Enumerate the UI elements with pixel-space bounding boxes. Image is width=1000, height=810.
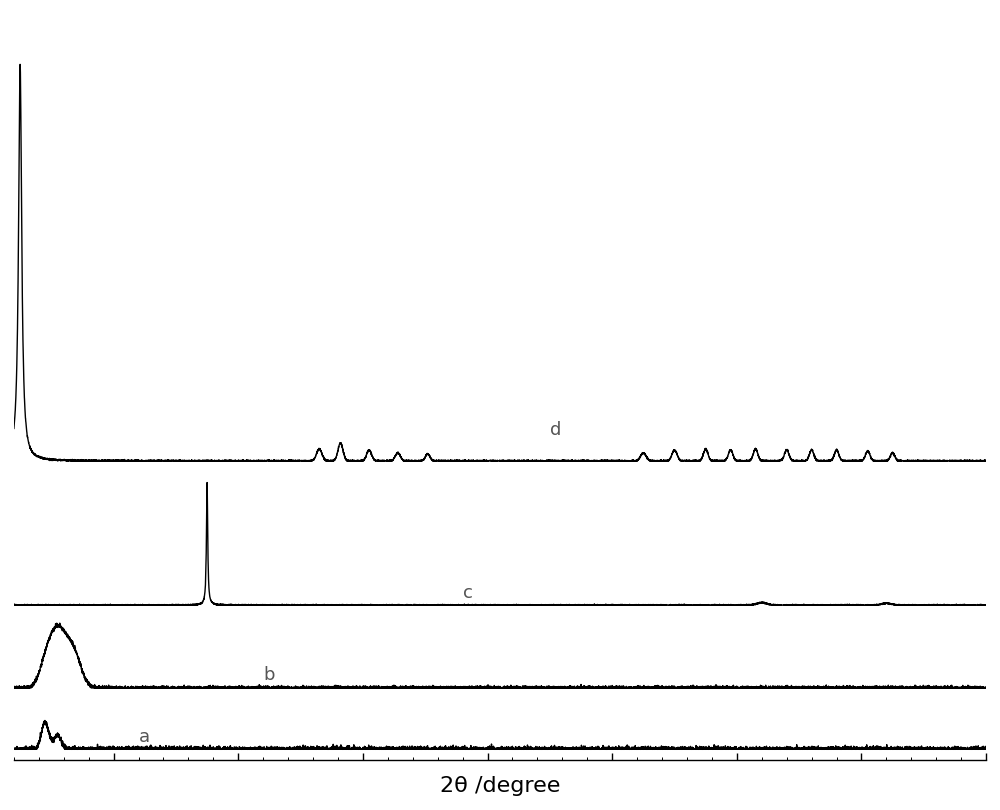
Text: a: a <box>139 727 150 746</box>
Text: b: b <box>263 667 275 684</box>
Text: d: d <box>550 421 561 439</box>
Text: c: c <box>463 583 472 602</box>
X-axis label: 2θ /degree: 2θ /degree <box>440 776 560 796</box>
